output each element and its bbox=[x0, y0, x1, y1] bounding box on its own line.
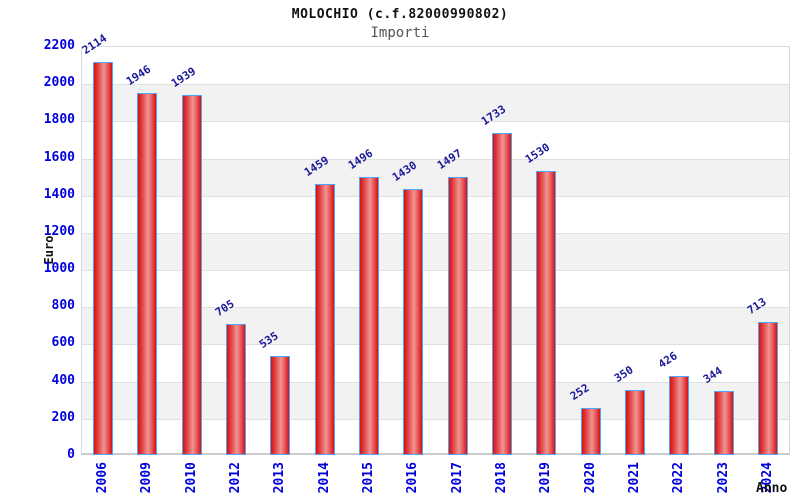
grid-band bbox=[82, 121, 789, 158]
bar-value-anchor: 426 bbox=[656, 349, 680, 371]
x-axis-label: Anno bbox=[756, 481, 788, 496]
x-tick-label: 2006 bbox=[95, 462, 111, 494]
bar bbox=[536, 170, 557, 455]
bar-value-anchor: 1496 bbox=[346, 147, 375, 172]
y-tick-label: 2000 bbox=[43, 75, 75, 91]
bar-value-anchor: 1430 bbox=[390, 159, 419, 184]
y-tick-label: 1400 bbox=[43, 186, 75, 202]
y-tick-label: 600 bbox=[51, 335, 75, 351]
bar-value-anchor: 713 bbox=[745, 296, 769, 318]
x-tick-label: 2012 bbox=[228, 462, 244, 494]
bar bbox=[270, 355, 291, 455]
bar-value-anchor: 705 bbox=[213, 297, 237, 319]
bar-value-anchor: 1946 bbox=[124, 63, 153, 88]
bar bbox=[93, 61, 114, 455]
x-tick-label: 2016 bbox=[405, 462, 421, 494]
bar bbox=[580, 408, 601, 455]
bar-value-anchor: 1939 bbox=[169, 64, 198, 89]
x-tick-label: 2014 bbox=[316, 462, 332, 494]
bar bbox=[403, 189, 424, 455]
bar-value-anchor: 1733 bbox=[479, 102, 508, 127]
x-tick-label: 2017 bbox=[449, 462, 465, 494]
x-tick-label: 2021 bbox=[626, 462, 642, 494]
y-tick-label: 0 bbox=[67, 447, 75, 462]
grid-band bbox=[82, 195, 789, 233]
y-tick-label: 400 bbox=[51, 372, 75, 388]
grid-band bbox=[82, 344, 789, 381]
bar-value-anchor: 344 bbox=[700, 364, 724, 386]
bar bbox=[447, 176, 468, 455]
bar-value-anchor: 350 bbox=[612, 363, 636, 385]
bar-value-anchor: 1459 bbox=[302, 153, 331, 178]
bar bbox=[226, 323, 247, 455]
x-tick-label: 2015 bbox=[361, 462, 377, 494]
y-tick-label: 1800 bbox=[43, 112, 75, 128]
bar bbox=[181, 94, 202, 455]
bar bbox=[137, 93, 158, 455]
y-tick-label: 1000 bbox=[43, 261, 75, 277]
x-tick-label: 2022 bbox=[671, 462, 687, 494]
x-tick-label: 2009 bbox=[139, 462, 155, 494]
bar-value-anchor: 535 bbox=[257, 329, 281, 351]
x-tick-label: 2013 bbox=[272, 462, 288, 494]
bar bbox=[669, 375, 690, 455]
x-tick-label: 2023 bbox=[715, 462, 731, 494]
chart-title: MOLOCHIO (c.f.82000990802) bbox=[291, 7, 509, 22]
bar bbox=[491, 132, 512, 455]
x-tick-label: 2019 bbox=[538, 462, 554, 494]
bar bbox=[314, 183, 335, 455]
grid-band bbox=[82, 270, 789, 307]
bar bbox=[624, 389, 645, 455]
grid-band bbox=[82, 418, 789, 456]
y-tick-label: 2200 bbox=[43, 38, 75, 53]
bar-value-anchor: 2114 bbox=[80, 32, 109, 57]
bar-value-anchor: 252 bbox=[568, 381, 592, 403]
x-tick-label: 2010 bbox=[183, 462, 199, 494]
x-tick-label: 2020 bbox=[582, 462, 598, 494]
x-tick-label: 2018 bbox=[493, 462, 509, 494]
y-tick-label: 1200 bbox=[43, 223, 75, 239]
y-tick-label: 200 bbox=[51, 409, 75, 425]
chart-subtitle: Importi bbox=[370, 25, 430, 41]
bar-value-anchor: 1530 bbox=[523, 140, 552, 165]
bar-value-anchor: 1497 bbox=[435, 146, 464, 171]
y-tick-label: 800 bbox=[51, 298, 75, 314]
bar bbox=[757, 322, 778, 455]
bar bbox=[359, 176, 380, 455]
y-tick-label: 1600 bbox=[43, 149, 75, 165]
bar bbox=[713, 391, 734, 455]
